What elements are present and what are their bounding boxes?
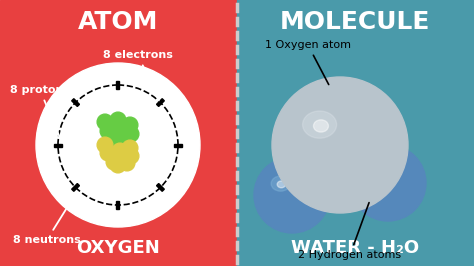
Text: 1 Oxygen atom: 1 Oxygen atom <box>265 40 351 85</box>
Circle shape <box>112 121 128 137</box>
Text: 8 neutrons: 8 neutrons <box>13 192 81 245</box>
Circle shape <box>119 131 135 147</box>
Bar <box>72 99 80 106</box>
Text: 2 Hydrogen atoms: 2 Hydrogen atoms <box>299 203 401 260</box>
Text: 8 electrons: 8 electrons <box>103 50 173 101</box>
Circle shape <box>100 123 116 139</box>
Ellipse shape <box>302 111 337 138</box>
Bar <box>0 0 237 266</box>
Circle shape <box>36 63 200 227</box>
Circle shape <box>110 157 126 173</box>
Text: WATER - H₂O: WATER - H₂O <box>291 239 419 257</box>
Text: OXYGEN: OXYGEN <box>77 239 160 257</box>
Text: 8 protons: 8 protons <box>10 85 70 142</box>
Ellipse shape <box>313 120 328 132</box>
Circle shape <box>119 155 135 171</box>
Ellipse shape <box>367 164 386 179</box>
Bar <box>117 81 119 89</box>
Ellipse shape <box>373 169 382 176</box>
Bar <box>237 0 474 266</box>
Circle shape <box>254 157 330 233</box>
Bar <box>156 184 164 191</box>
Circle shape <box>123 126 139 142</box>
Circle shape <box>106 154 122 170</box>
Circle shape <box>97 137 113 153</box>
Circle shape <box>106 132 122 148</box>
Circle shape <box>110 112 126 128</box>
Circle shape <box>272 77 408 213</box>
Text: MOLECULE: MOLECULE <box>280 10 430 34</box>
Bar <box>174 143 182 147</box>
Ellipse shape <box>271 176 290 191</box>
Bar <box>54 143 62 147</box>
Text: ATOM: ATOM <box>78 10 159 34</box>
Circle shape <box>97 114 113 130</box>
Circle shape <box>122 140 138 156</box>
Circle shape <box>122 117 138 133</box>
Ellipse shape <box>277 181 285 188</box>
Bar <box>156 99 164 106</box>
Circle shape <box>350 145 426 221</box>
Circle shape <box>123 148 139 164</box>
Circle shape <box>100 145 116 161</box>
Circle shape <box>112 143 128 159</box>
Bar <box>72 184 80 191</box>
Bar <box>117 201 119 209</box>
